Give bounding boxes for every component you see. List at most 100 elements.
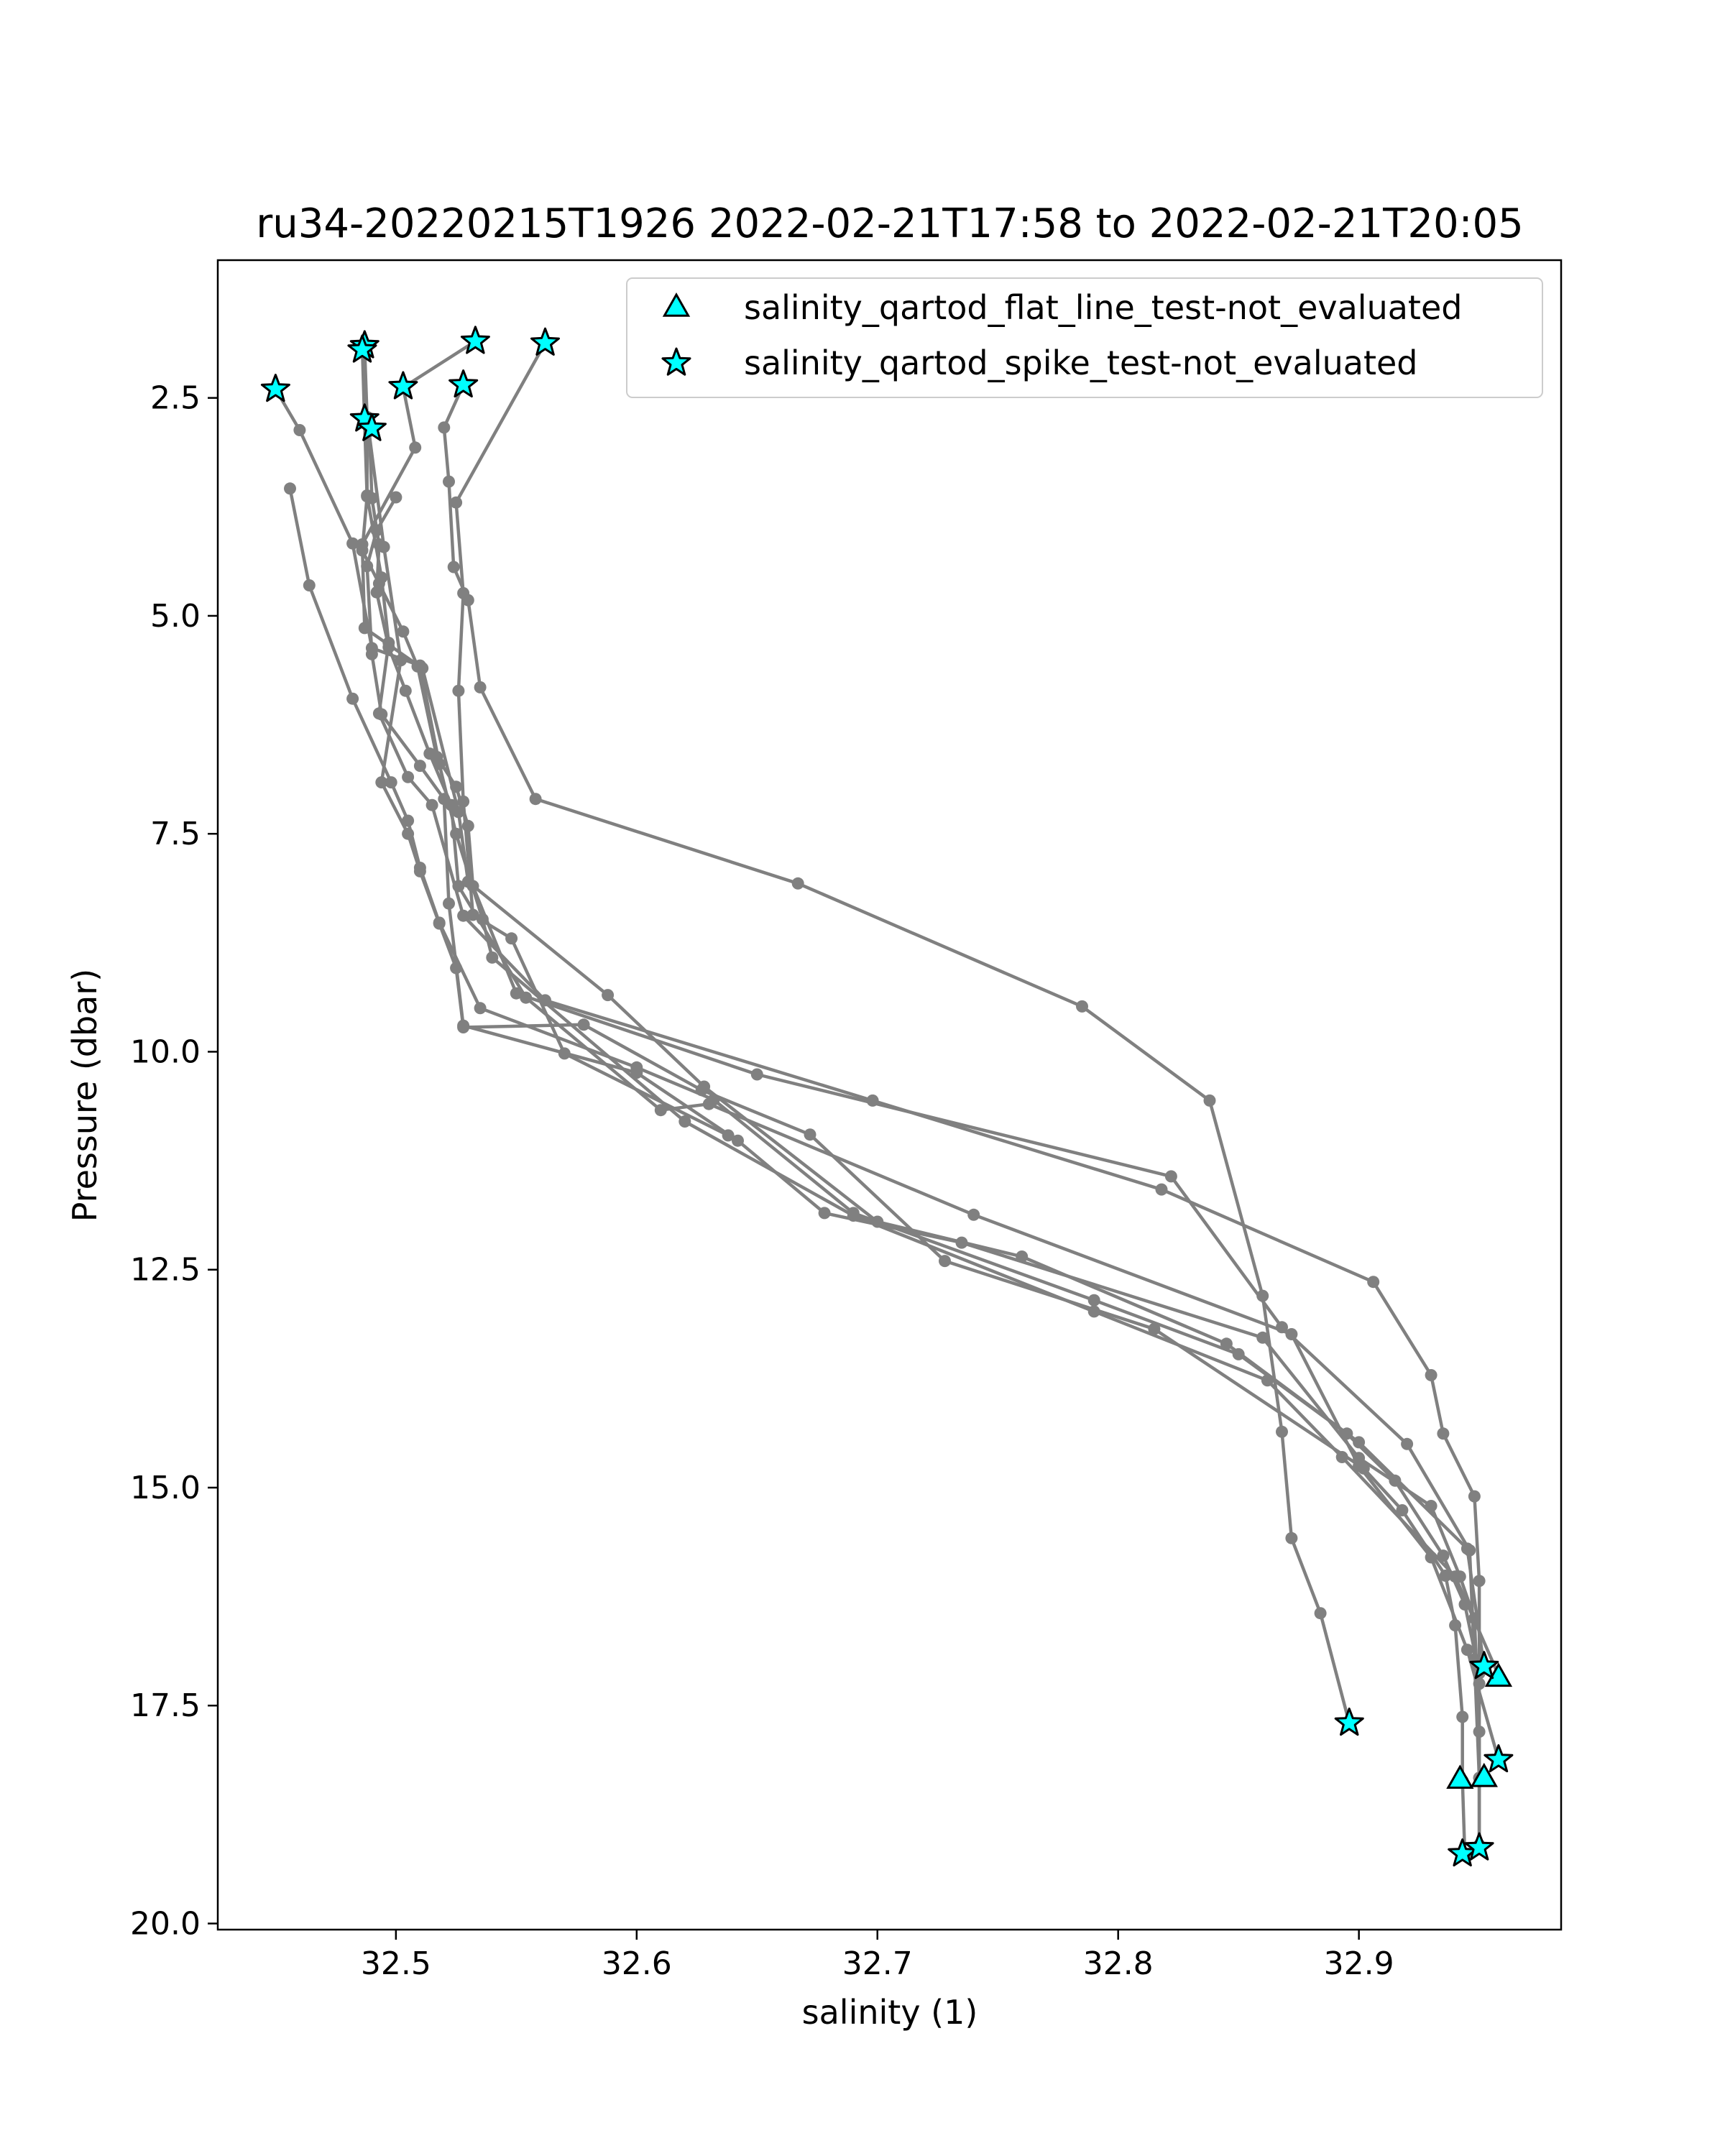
data-point (866, 1094, 879, 1107)
chart-title: ru34-20220215T1926 2022-02-21T17:58 to 2… (256, 201, 1523, 247)
y-tick-label: 15.0 (130, 1470, 201, 1506)
profile-series-9 (361, 491, 1486, 1854)
y-axis: 2.5 5.0 7.5 10.0 12.5 15.0 17.5 20.0 (130, 380, 218, 1943)
legend-entry-triangle: salinity_qartod_flat_line_test-not_evalu… (662, 288, 1462, 327)
data-point (1389, 1474, 1402, 1487)
data-point (474, 681, 487, 694)
data-point (411, 660, 424, 673)
data-point (654, 1104, 667, 1117)
x-tick-label: 32.7 (842, 1945, 913, 1982)
data-point (443, 897, 455, 910)
data-point (577, 1018, 590, 1031)
legend-frame (626, 277, 1543, 398)
data-point (602, 989, 615, 1002)
data-point (452, 684, 465, 697)
data-point (1256, 1289, 1269, 1302)
data-point (1473, 1726, 1486, 1738)
x-axis: 32.5 32.6 32.7 32.8 32.9 (361, 1930, 1394, 1982)
data-point (466, 880, 479, 893)
data-point (450, 827, 463, 840)
data-point (1396, 1504, 1409, 1516)
data-point (438, 793, 451, 806)
data-point (390, 491, 402, 504)
y-tick-label: 20.0 (130, 1906, 201, 1943)
data-point (1357, 1462, 1370, 1475)
data-point (375, 571, 388, 584)
data-point (1437, 1549, 1450, 1562)
data-point (447, 561, 460, 573)
y-tick-label: 2.5 (150, 380, 201, 417)
data-point (1473, 1677, 1486, 1690)
data-point (750, 1068, 763, 1081)
spike-marker (530, 327, 560, 356)
y-tick-label: 12.5 (130, 1252, 201, 1289)
data-point (399, 684, 412, 697)
plot-frame (216, 259, 1563, 1931)
data-point (1276, 1425, 1288, 1438)
y-tick-label: 7.5 (150, 816, 201, 852)
legend-triangle-icon (662, 292, 691, 317)
data-point (1076, 1000, 1088, 1013)
data-point (505, 932, 518, 945)
data-point (486, 951, 499, 964)
data-point (385, 776, 397, 789)
x-axis-label: salinity (1) (802, 1993, 978, 2032)
data-point (804, 1128, 816, 1141)
data-point (1458, 1598, 1471, 1611)
data-point (1155, 1183, 1168, 1196)
data-point (346, 537, 359, 550)
profile-series-6 (363, 425, 1505, 1766)
data-point (1335, 1451, 1348, 1463)
data-point (356, 544, 369, 557)
spike-marker (448, 369, 479, 398)
data-point (1425, 1500, 1438, 1512)
data-point (1353, 1452, 1366, 1465)
data-point (1353, 1436, 1366, 1449)
data-point (382, 637, 395, 649)
spike-marker (460, 326, 490, 354)
data-point (438, 421, 451, 434)
data-point (346, 692, 359, 705)
data-point (461, 594, 474, 607)
spike-marker (1334, 1708, 1364, 1736)
data-point (1285, 1531, 1298, 1544)
data-point (409, 441, 422, 454)
x-tick-label: 32.5 (361, 1945, 431, 1982)
profile-series-2 (356, 335, 1491, 1673)
legend-star-icon (661, 347, 691, 376)
series-line (454, 342, 730, 1137)
data-point (707, 1093, 720, 1106)
data-point (395, 654, 408, 667)
data-point (365, 648, 378, 660)
data-point (303, 579, 316, 591)
y-axis-label: Pressure (dbar) (65, 969, 104, 1222)
marker-layer (260, 326, 1514, 1867)
profile-series-5 (438, 379, 1356, 1729)
flat-line-marker (1470, 1762, 1498, 1787)
data-point (370, 524, 383, 537)
legend-entries: salinity_qartod_flat_line_test-not_evalu… (661, 288, 1462, 382)
series-layer (269, 335, 1505, 1860)
data-point (461, 819, 474, 832)
data-point (1314, 1607, 1327, 1620)
data-point (1203, 1094, 1216, 1107)
data-point (1425, 1369, 1438, 1381)
data-point (433, 916, 446, 929)
data-point (1164, 1170, 1177, 1183)
profile-series-10 (284, 482, 1486, 1680)
series-line (363, 347, 1481, 1846)
data-point (732, 1134, 744, 1147)
series-line (288, 488, 1481, 1674)
legend: salinity_qartod_flat_line_test-not_evalu… (626, 277, 1543, 398)
data-point (818, 1207, 831, 1220)
data-point (1473, 1575, 1486, 1588)
data-point (457, 909, 470, 922)
spike-marker (1469, 1651, 1499, 1680)
data-point (1468, 1490, 1481, 1503)
profile-series-4 (356, 339, 1486, 1784)
x-tick-label: 32.9 (1324, 1945, 1394, 1982)
profile-series-7 (358, 341, 1486, 1851)
data-point (1340, 1427, 1353, 1440)
data-point (520, 991, 533, 1004)
